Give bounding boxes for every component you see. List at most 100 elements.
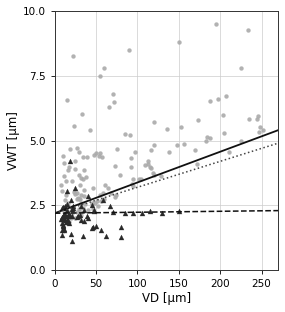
Point (74, 215, 79, 220)
Point (119, 224, 123, 229)
Point (63, 179, 68, 184)
Point (72, 158, 77, 163)
Point (91, 207, 96, 212)
Point (65, 207, 70, 212)
Point (60, 216, 65, 221)
Point (227, 149, 232, 154)
Point (147, 165, 152, 170)
Point (84, 175, 88, 180)
Point (83, 202, 88, 207)
Point (67, 164, 71, 169)
Point (66, 168, 71, 173)
Point (127, 47, 131, 52)
Point (90, 202, 94, 207)
Point (77, 149, 82, 154)
Point (92, 207, 97, 212)
Point (69, 231, 74, 236)
Point (112, 100, 116, 105)
Point (85, 155, 90, 160)
Point (246, 27, 250, 32)
Point (63, 212, 68, 217)
Point (239, 65, 243, 70)
Point (148, 208, 152, 213)
Point (60, 188, 64, 193)
Point (67, 159, 72, 164)
Point (70, 213, 74, 218)
Point (107, 203, 112, 208)
Point (256, 129, 261, 134)
Point (63, 193, 68, 197)
Point (66, 220, 71, 225)
Point (73, 216, 78, 221)
Point (78, 201, 83, 206)
Point (77, 197, 82, 202)
Point (149, 147, 154, 152)
Point (72, 166, 77, 171)
Point (254, 116, 259, 121)
Point (89, 225, 94, 230)
Point (75, 145, 80, 150)
Point (61, 214, 66, 219)
Point (68, 198, 73, 203)
Point (71, 123, 76, 128)
Point (160, 211, 164, 216)
Point (82, 188, 86, 193)
Point (91, 185, 96, 190)
Point (70, 54, 75, 59)
Point (221, 113, 225, 118)
Point (92, 152, 97, 157)
Point (152, 142, 156, 147)
Point (130, 181, 135, 186)
Point (67, 220, 71, 225)
Point (129, 164, 133, 169)
Point (128, 133, 132, 138)
Point (123, 211, 127, 216)
Point (72, 189, 76, 194)
Point (110, 91, 115, 96)
Point (68, 215, 73, 220)
Point (65, 188, 70, 193)
Point (66, 218, 71, 223)
Point (129, 155, 133, 160)
Point (82, 219, 86, 224)
Point (79, 204, 83, 209)
Point (114, 192, 118, 197)
Point (82, 168, 86, 173)
Y-axis label: VWT [μm]: VWT [μm] (7, 111, 20, 170)
Point (69, 209, 74, 214)
Point (61, 215, 66, 220)
Point (90, 224, 95, 229)
Point (68, 146, 73, 151)
Point (139, 176, 143, 181)
Point (60, 214, 64, 219)
Point (93, 224, 98, 229)
Point (62, 203, 67, 208)
Point (98, 198, 103, 203)
Point (93, 150, 98, 155)
Point (195, 162, 199, 167)
Point (113, 163, 117, 168)
Point (62, 212, 66, 217)
Point (62, 213, 66, 218)
Point (73, 186, 78, 191)
Point (77, 196, 82, 201)
Point (61, 222, 65, 227)
Point (101, 197, 106, 202)
Point (131, 177, 136, 182)
Point (63, 218, 67, 223)
Point (117, 173, 122, 178)
Point (60, 227, 64, 232)
Point (98, 150, 103, 155)
Point (99, 154, 104, 159)
Point (101, 197, 105, 202)
Point (92, 200, 97, 205)
Point (85, 213, 89, 218)
Point (64, 202, 69, 207)
Point (96, 154, 101, 159)
Point (79, 112, 84, 117)
Point (103, 234, 108, 239)
Point (176, 40, 181, 45)
Point (60, 220, 64, 225)
Point (196, 118, 200, 123)
Point (146, 158, 151, 163)
